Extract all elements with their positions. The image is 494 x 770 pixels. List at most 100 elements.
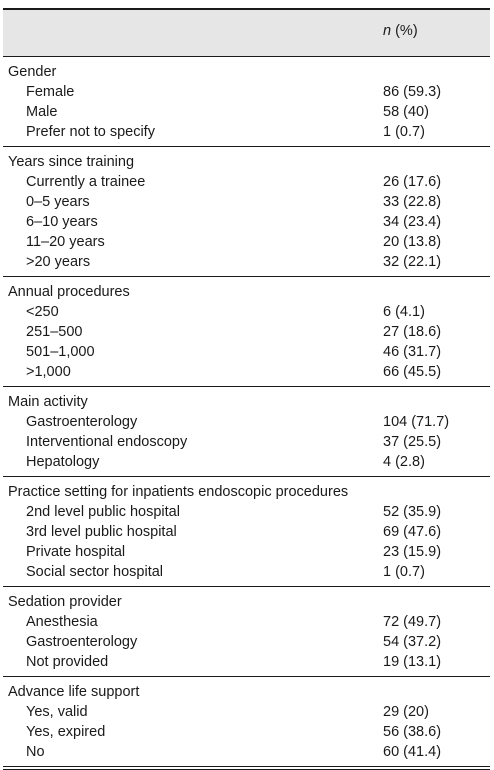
- row-label: <250: [26, 304, 59, 320]
- section-heading-row: Main activity: [3, 392, 490, 412]
- row-label: Yes, valid: [26, 704, 88, 720]
- row-value: 32 (22.1): [383, 254, 442, 270]
- row-value: 69 (47.6): [383, 524, 442, 540]
- table-row: 501–1,000 46 (31.7): [3, 342, 490, 362]
- row-label: 501–1,000: [26, 344, 95, 360]
- section-heading-row: Advance life support: [3, 682, 490, 702]
- section-title: Annual procedures: [8, 284, 130, 300]
- table-section: Sedation provider Anesthesia 72 (49.7) Gast…: [3, 587, 490, 677]
- table-row: 6–10 years 34 (23.4): [3, 212, 490, 232]
- table-section: Gender Female 86 (59.3) Male 58 (40) Prefer n…: [3, 57, 490, 147]
- row-value: 1 (0.7): [383, 124, 425, 140]
- row-value: 37 (25.5): [383, 434, 442, 450]
- column-header-n-percent: n (%): [383, 23, 418, 39]
- row-value: 34 (23.4): [383, 214, 442, 230]
- section-title: Advance life support: [8, 684, 140, 700]
- row-label: 6–10 years: [26, 214, 98, 230]
- row-label: No: [26, 744, 45, 760]
- row-label: Private hospital: [26, 544, 126, 560]
- row-label: 0–5 years: [26, 194, 90, 210]
- table-row: Gastroenterology 54 (37.2): [3, 632, 490, 652]
- column-header-n: n: [383, 23, 392, 39]
- row-label: Social sector hospital: [26, 564, 164, 580]
- table-section: Main activity Gastroenterology 104 (71.7) I…: [3, 387, 490, 477]
- row-label: 11–20 years: [26, 234, 105, 250]
- demographics-table: n (%) Gender Female 86 (59.3) Male 58 (40) Pr…: [3, 8, 490, 770]
- table-row: Social sector hospital 1 (0.7): [3, 562, 490, 582]
- section-title: Sedation provider: [8, 594, 122, 610]
- table-row: Interventional endoscopy 37 (25.5): [3, 432, 490, 452]
- row-label: >1,000: [26, 364, 71, 380]
- section-heading-row: Years since training: [3, 152, 490, 172]
- table-row: Yes, expired 56 (38.6): [3, 722, 490, 742]
- row-label: Gastroenterology: [26, 414, 138, 430]
- row-value: 23 (15.9): [383, 544, 442, 560]
- row-value: 29 (20): [383, 704, 429, 720]
- row-label: >20 years: [26, 254, 91, 270]
- row-value: 52 (35.9): [383, 504, 442, 520]
- table-row: Not provided 19 (13.1): [3, 652, 490, 672]
- table-row: >20 years 32 (22.1): [3, 252, 490, 272]
- table-row: Hepatology 4 (2.8): [3, 452, 490, 472]
- row-label: 251–500: [26, 324, 83, 340]
- table-section: Advance life support Yes, valid 29 (20) Yes…: [3, 677, 490, 767]
- section-heading-row: Practice setting for inpatients endoscop…: [3, 482, 490, 502]
- table-row: >1,000 66 (45.5): [3, 362, 490, 382]
- row-value: 46 (31.7): [383, 344, 442, 360]
- row-value: 20 (13.8): [383, 234, 442, 250]
- table-row: Private hospital 23 (15.9): [3, 542, 490, 562]
- section-title: Practice setting for inpatients endoscop…: [8, 484, 349, 500]
- row-value: 58 (40): [383, 104, 429, 120]
- row-label: Anesthesia: [26, 614, 98, 630]
- row-label: Yes, expired: [26, 724, 106, 740]
- table-header: n (%): [3, 10, 490, 57]
- table-row: 11–20 years 20 (13.8): [3, 232, 490, 252]
- row-value: 104 (71.7): [383, 414, 450, 430]
- table-row: 251–500 27 (18.6): [3, 322, 490, 342]
- section-title: Years since training: [8, 154, 135, 170]
- section-heading-row: Annual procedures: [3, 282, 490, 302]
- row-value: 56 (38.6): [383, 724, 442, 740]
- table-section: Annual procedures <250 6 (4.1) 251–500 27 (1…: [3, 277, 490, 387]
- row-label: Male: [26, 104, 58, 120]
- section-heading-row: Sedation provider: [3, 592, 490, 612]
- row-value: 19 (13.1): [383, 654, 442, 670]
- table-row: Yes, valid 29 (20): [3, 702, 490, 722]
- row-label: Female: [26, 84, 75, 100]
- row-value: 26 (17.6): [383, 174, 442, 190]
- row-value: 86 (59.3): [383, 84, 442, 100]
- section-title: Main activity: [8, 394, 88, 410]
- row-label: Interventional endoscopy: [26, 434, 188, 450]
- table-body: Gender Female 86 (59.3) Male 58 (40) Prefer n…: [3, 57, 490, 767]
- table-row: Male 58 (40): [3, 102, 490, 122]
- table-section: Practice setting for inpatients endoscop…: [3, 477, 490, 587]
- row-value: 27 (18.6): [383, 324, 442, 340]
- row-value: 60 (41.4): [383, 744, 442, 760]
- row-value: 72 (49.7): [383, 614, 442, 630]
- row-label: Not provided: [26, 654, 109, 670]
- table-row: 0–5 years 33 (22.8): [3, 192, 490, 212]
- table-section: Years since training Currently a trainee 2…: [3, 147, 490, 277]
- row-label: 2nd level public hospital: [26, 504, 180, 520]
- row-label: Currently a trainee: [26, 174, 146, 190]
- row-value: 54 (37.2): [383, 634, 442, 650]
- table-row: Anesthesia 72 (49.7): [3, 612, 490, 632]
- table-row: Prefer not to specify 1 (0.7): [3, 122, 490, 142]
- table-row: <250 6 (4.1): [3, 302, 490, 322]
- table-row: 3rd level public hospital 69 (47.6): [3, 522, 490, 542]
- table-row: No 60 (41.4): [3, 742, 490, 762]
- row-label: Prefer not to specify: [26, 124, 155, 140]
- table-row: Currently a trainee 26 (17.6): [3, 172, 490, 192]
- row-value: 33 (22.8): [383, 194, 442, 210]
- table-row: Gastroenterology 104 (71.7): [3, 412, 490, 432]
- row-value: 6 (4.1): [383, 304, 425, 320]
- table-row: 2nd level public hospital 52 (35.9): [3, 502, 490, 522]
- table-row: Female 86 (59.3): [3, 82, 490, 102]
- top-rule: [3, 8, 490, 10]
- row-label: Gastroenterology: [26, 634, 138, 650]
- row-label: 3rd level public hospital: [26, 524, 177, 540]
- row-value: 66 (45.5): [383, 364, 442, 380]
- section-title: Gender: [8, 64, 57, 80]
- row-value: 1 (0.7): [383, 564, 425, 580]
- row-value: 4 (2.8): [383, 454, 425, 470]
